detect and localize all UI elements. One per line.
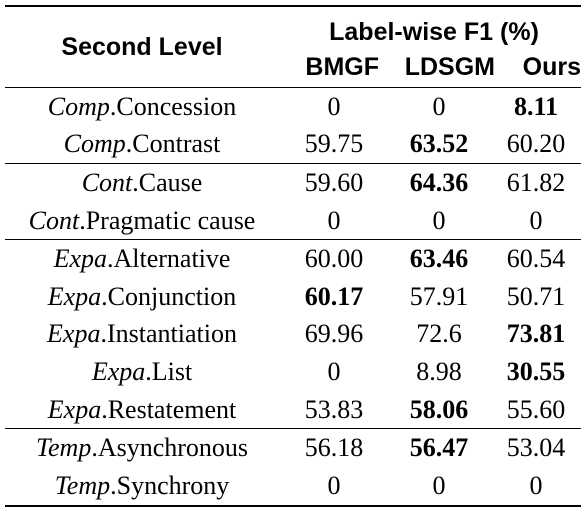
ldsgm-value: 72.6 xyxy=(416,319,462,349)
relation-suffix: .Pragmatic cause xyxy=(79,205,256,235)
ours-value: 53.04 xyxy=(495,428,582,467)
relation-suffix: .Conjunction xyxy=(101,281,237,311)
relation-suffix: .Cause xyxy=(132,167,203,197)
relation-suffix: .Asynchronous xyxy=(91,433,249,463)
table-row: Comp.Concession 0 0 8.11 xyxy=(5,86,582,126)
ldsgm-value: 8.98 xyxy=(416,356,462,386)
ldsgm-value: 63.46 xyxy=(379,239,495,278)
ours-value: 0 xyxy=(529,205,543,235)
relation-prefix: Expa xyxy=(91,356,146,386)
relation-suffix: .Restatement xyxy=(101,394,237,424)
ldsgm-value: 57.91 xyxy=(409,281,469,311)
ours-value: 60.54 xyxy=(495,239,582,278)
header-row-2: BMGF LDSGM Ours xyxy=(5,47,581,88)
bmgf-value: 69.96 xyxy=(304,319,364,349)
relation-prefix: Expa xyxy=(47,319,101,349)
table-row: Expa.Restatement 53.83 58.06 55.60 xyxy=(5,391,581,429)
ours-value: 50.71 xyxy=(506,281,566,311)
table-row: Comp.Contrast 59.75 63.52 60.20 xyxy=(5,126,581,164)
header-row-1: Second Level Label-wise F1 (%) xyxy=(5,5,582,88)
bmgf-value: 0 xyxy=(327,205,341,235)
ldsgm-value: 63.52 xyxy=(409,129,469,159)
relation-suffix: .Concession xyxy=(109,91,237,121)
bmgf-header: BMGF xyxy=(305,52,379,81)
ldsgm-value: 0 xyxy=(379,466,495,507)
second-level-header: Second Level xyxy=(5,5,279,88)
bmgf-value: 53.83 xyxy=(304,394,364,424)
relation-prefix: Comp xyxy=(63,129,126,159)
ours-header: Ours xyxy=(522,52,582,81)
relation-label: Expa.Restatement xyxy=(5,391,279,429)
relation-label: Comp.Contrast xyxy=(5,126,279,164)
ldsgm-header: LDSGM xyxy=(404,52,495,81)
ours-value: 8.11 xyxy=(495,86,582,126)
results-table-container: Second Level Label-wise F1 (%) BMGF LDSG… xyxy=(5,5,582,507)
relation-suffix: .List xyxy=(145,356,193,386)
ours-value: 55.60 xyxy=(506,394,566,424)
table-row: Expa.List 0 8.98 30.55 xyxy=(5,353,581,391)
bmgf-value: 60.17 xyxy=(304,281,364,311)
relation-prefix: Cont xyxy=(81,167,133,197)
relation-label: Expa.List xyxy=(5,353,279,391)
relation-prefix: Temp xyxy=(35,433,92,463)
relation-prefix: Expa xyxy=(47,394,102,424)
bmgf-value: 56.18 xyxy=(279,428,379,467)
bmgf-value: 59.60 xyxy=(279,163,379,202)
relation-label: Expa.Conjunction xyxy=(5,278,279,316)
relation-label: Temp.Synchrony xyxy=(5,466,279,507)
table-row: Cont.Cause 59.60 64.36 61.82 xyxy=(5,163,582,202)
ldsgm-value: 56.47 xyxy=(379,428,495,467)
bmgf-value: 60.00 xyxy=(279,239,379,278)
relation-label: Expa.Instantiation xyxy=(5,316,279,354)
bmgf-value: 0 xyxy=(279,86,379,126)
ours-value: 61.82 xyxy=(495,163,582,202)
relation-prefix: Expa xyxy=(47,281,102,311)
relation-suffix: .Synchrony xyxy=(110,470,230,500)
relation-prefix: Comp xyxy=(47,91,110,121)
table-row: Expa.Instantiation 69.96 72.6 73.81 xyxy=(5,316,581,354)
relation-label: Cont.Cause xyxy=(5,163,279,202)
ldsgm-value: 0 xyxy=(379,86,495,126)
relation-label: Expa.Alternative xyxy=(5,239,279,278)
relation-label: Temp.Asynchronous xyxy=(5,428,279,467)
ldsgm-value: 58.06 xyxy=(409,394,469,424)
table-row: Temp.Asynchronous 56.18 56.47 53.04 xyxy=(5,428,582,467)
bmgf-value: 0 xyxy=(279,466,379,507)
table-body: Comp.Concession 0 0 8.11 Comp.Contrast 59.75 6… xyxy=(5,86,582,507)
results-table: Second Level Label-wise F1 (%) BMGF LDSG… xyxy=(5,5,582,507)
ours-value: 60.20 xyxy=(506,129,566,159)
table-row: Expa.Conjunction 60.17 57.91 50.71 xyxy=(5,278,581,316)
relation-suffix: .Contrast xyxy=(125,129,221,159)
relation-suffix: .Alternative xyxy=(106,244,231,274)
ours-value: 30.55 xyxy=(506,356,566,386)
ldsgm-value: 64.36 xyxy=(379,163,495,202)
ldsgm-value: 0 xyxy=(432,205,446,235)
table-row: Expa.Alternative 60.00 63.46 60.54 xyxy=(5,239,582,278)
relation-label: Cont.Pragmatic cause xyxy=(5,202,279,240)
label-wise-f1-header: Label-wise F1 (%) xyxy=(279,5,582,47)
bmgf-value: 0 xyxy=(327,356,341,386)
relation-prefix: Expa xyxy=(53,244,107,274)
table-row: Temp.Synchrony 0 0 0 xyxy=(5,466,582,507)
bmgf-value: 59.75 xyxy=(304,129,364,159)
ours-value: 73.81 xyxy=(506,319,566,349)
relation-label: Comp.Concession xyxy=(5,86,279,126)
relation-prefix: Cont xyxy=(28,205,80,235)
relation-suffix: .Instantiation xyxy=(100,319,237,349)
relation-prefix: Temp xyxy=(54,470,111,500)
ours-value: 0 xyxy=(495,466,582,507)
table-row: Cont.Pragmatic cause 0 0 0 xyxy=(5,202,581,240)
